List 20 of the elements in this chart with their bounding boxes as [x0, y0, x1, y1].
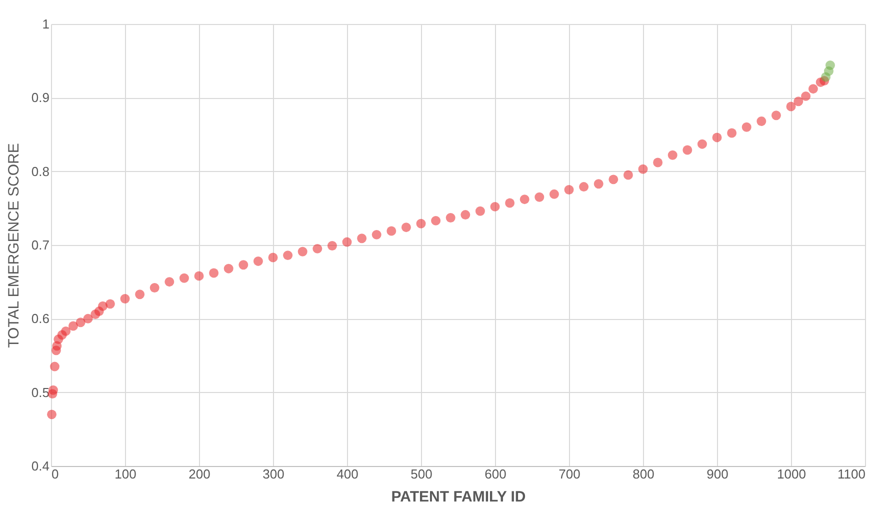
x-tick-label: 1100	[838, 466, 866, 482]
y-tick-label: 0.9	[31, 90, 50, 106]
x-tick-label: 900	[706, 466, 728, 482]
x-tick-label: 200	[188, 466, 210, 482]
y-axis-title: TOTAL EMERGENCE SCORE	[5, 143, 22, 348]
y-tick-label: 0.6	[31, 311, 50, 326]
x-tick-label: 300	[262, 466, 284, 482]
x-tick-label: 600	[484, 466, 506, 482]
x-tick-label: 400	[336, 466, 358, 482]
x-tick-label: 700	[558, 466, 580, 482]
x-tick-label: 500	[410, 466, 432, 482]
x-tick-label: 0	[52, 466, 59, 482]
y-tick-label: 0.7	[31, 238, 50, 252]
y-tick-label: 1	[42, 16, 50, 32]
y-tick-label: 0.8	[31, 164, 50, 179]
y-tick-label: 0.4	[31, 458, 50, 474]
x-tick-label: 1000	[777, 466, 806, 482]
x-tick-label: 800	[632, 466, 654, 482]
x-tick-label: 100	[114, 466, 136, 482]
x-axis-title: PATENT FAMILY ID	[391, 488, 526, 506]
